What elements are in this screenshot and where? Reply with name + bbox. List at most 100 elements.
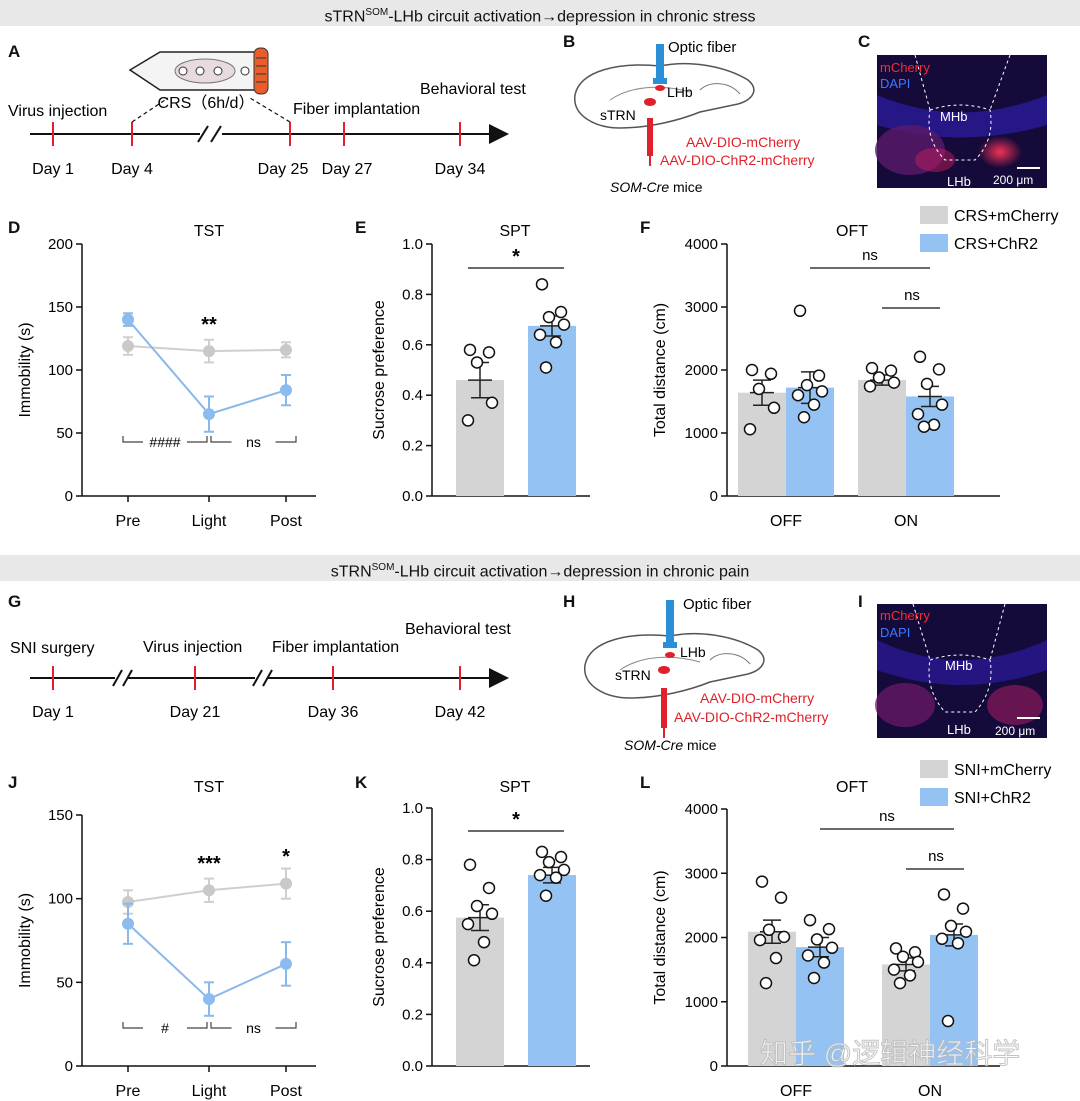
data-point (463, 858, 477, 872)
data-point (807, 398, 821, 411)
bar (930, 934, 978, 1066)
x-tick-label: Post (270, 513, 303, 530)
bar (858, 380, 906, 496)
bracket-label-bg (231, 1019, 276, 1035)
banner-text-pre: sTRN (330, 563, 372, 581)
panel-letter-h: H (563, 592, 576, 611)
x-tick-label: Pre (116, 1083, 141, 1100)
optic-fiber-label: Optic fiber (668, 39, 736, 56)
data-point (535, 278, 549, 291)
data-point (774, 891, 788, 904)
day-label: Day 1 (32, 161, 74, 178)
significance-label: ns (928, 848, 944, 865)
event-label: Behavioral test (405, 621, 511, 638)
day-label: Day 1 (32, 704, 74, 721)
y-tick-label: 2000 (685, 930, 718, 947)
day-label: Day 21 (170, 704, 221, 721)
y-tick-label: 4000 (685, 801, 718, 818)
data-point (461, 917, 475, 931)
chart-k-spt: 0.0 0.2 0.4 0.6 0.8 1.0 Sucrose preference SPT * (371, 779, 590, 1075)
panel-letter-k: K (355, 773, 368, 792)
panel-letter-c: C (858, 32, 871, 51)
scale-label: 200 μm (993, 173, 1033, 187)
data-point (935, 932, 949, 946)
chart-title: TST (194, 779, 224, 796)
data-point (755, 875, 769, 888)
data-point (807, 971, 821, 985)
data-point (477, 935, 491, 949)
bar (528, 325, 576, 496)
data-point (539, 889, 553, 902)
data-point (903, 969, 917, 982)
data-point (485, 396, 499, 410)
optic-fiber-label: Optic fiber (683, 596, 751, 613)
chart-title: OFT (836, 779, 868, 796)
x-tick-label: OFF (770, 513, 802, 530)
legend-label: SNI+mCherry (954, 762, 1051, 779)
data-point (791, 388, 805, 402)
y-axis-label: Sucrose preference (371, 867, 388, 1007)
y-tick-label: 0.4 (402, 955, 423, 972)
panel-letter-j: J (8, 773, 18, 792)
data-point (815, 385, 829, 398)
y-tick-label: 0.8 (402, 852, 423, 869)
data-point (932, 363, 946, 376)
event-label: Virus injection (143, 639, 242, 656)
data-point (911, 955, 925, 969)
scale-label: 200 μm (995, 724, 1035, 738)
data-point (482, 346, 496, 359)
chart-d-tst: 0 50 100 150 200 Immobility (s) TST Pre Light Pos… (17, 223, 316, 530)
data-point (944, 919, 958, 933)
data-point (752, 382, 766, 396)
mice-label: SOM-Cre mice (624, 737, 717, 753)
significance-stars: * (282, 846, 290, 868)
banner-text-post: -LHb circuit activation→depression in ch… (394, 563, 750, 581)
banner-chronic-stress: sTRNSOM-LHb circuit activation→depressio… (0, 0, 1080, 26)
data-point (280, 877, 292, 890)
y-tick-label: 150 (48, 807, 73, 824)
data-point (467, 953, 481, 967)
panel-letter-e: E (355, 218, 367, 237)
mice-italic: SOM-Cre (624, 737, 683, 753)
data-point (533, 328, 547, 341)
legend-label: SNI+ChR2 (954, 790, 1031, 807)
data-point (872, 371, 886, 384)
virus-label: AAV-DIO-mCherry (700, 690, 814, 706)
y-tick-label: 0.2 (402, 1006, 423, 1023)
y-tick-label: 0 (65, 1058, 73, 1075)
y-tick-label: 3000 (685, 865, 718, 882)
panel-letter-g: G (8, 592, 22, 611)
x-tick-label: OFF (780, 1083, 812, 1100)
x-tick-label: Pre (116, 513, 141, 530)
panel-letter-a: A (8, 42, 21, 61)
data-point (280, 384, 292, 397)
data-point (764, 367, 778, 381)
data-point (557, 863, 571, 877)
brain-schematic-b: Optic fiber LHb sTRN AAV-DIO-mCherry AAV… (574, 39, 815, 195)
data-point (557, 318, 571, 331)
y-tick-label: 50 (56, 974, 73, 991)
data-point (533, 868, 547, 882)
data-point (463, 343, 477, 357)
x-tick-label: Post (270, 1083, 303, 1100)
y-axis-label: Immobility (s) (17, 893, 34, 988)
panel-letter-l: L (640, 773, 651, 792)
data-point (896, 950, 910, 964)
y-axis-label: Immobility (s) (17, 322, 34, 417)
bar (528, 875, 576, 1066)
data-point (803, 913, 817, 927)
timeline-g: Day 1 Day 21 Day 36 Day 42 SNI surgery V… (10, 621, 511, 721)
y-tick-label: 200 (48, 236, 73, 253)
banner-sup: SOM (365, 7, 389, 18)
data-point (762, 923, 776, 937)
event-label: Fiber implantation (293, 101, 420, 118)
x-tick-label: Light (192, 1083, 227, 1100)
data-point (956, 902, 970, 915)
y-tick-label: 2000 (685, 362, 718, 379)
event-label: Behavioral test (420, 81, 526, 98)
panel-letter-b: B (563, 32, 576, 51)
legend-label: CRS+mCherry (954, 208, 1058, 225)
data-point (539, 361, 553, 374)
data-point (280, 343, 292, 356)
